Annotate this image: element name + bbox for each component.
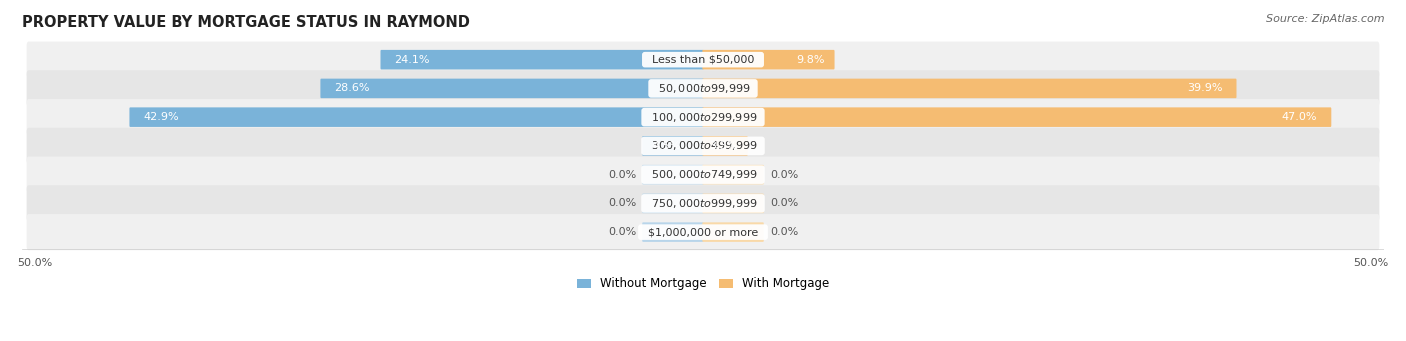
Text: 4.5%: 4.5% — [652, 141, 681, 151]
Text: 0.0%: 0.0% — [769, 227, 799, 237]
Text: 28.6%: 28.6% — [335, 84, 370, 93]
Text: 0.0%: 0.0% — [607, 198, 637, 208]
Text: 0.0%: 0.0% — [769, 169, 799, 180]
Text: 24.1%: 24.1% — [395, 55, 430, 65]
Text: $50,000 to $99,999: $50,000 to $99,999 — [651, 82, 755, 95]
Text: 0.0%: 0.0% — [607, 227, 637, 237]
FancyBboxPatch shape — [27, 70, 1379, 106]
Text: $750,000 to $999,999: $750,000 to $999,999 — [644, 197, 762, 210]
Text: 42.9%: 42.9% — [143, 112, 179, 122]
FancyBboxPatch shape — [643, 194, 703, 213]
FancyBboxPatch shape — [27, 157, 1379, 193]
FancyBboxPatch shape — [703, 194, 763, 213]
FancyBboxPatch shape — [27, 42, 1379, 78]
Text: 0.0%: 0.0% — [607, 169, 637, 180]
Text: 47.0%: 47.0% — [1282, 112, 1317, 122]
Text: 0.0%: 0.0% — [769, 198, 799, 208]
Text: $500,000 to $749,999: $500,000 to $749,999 — [644, 168, 762, 181]
Text: Source: ZipAtlas.com: Source: ZipAtlas.com — [1267, 14, 1385, 24]
FancyBboxPatch shape — [703, 50, 835, 70]
FancyBboxPatch shape — [703, 79, 1236, 98]
FancyBboxPatch shape — [643, 222, 703, 242]
FancyBboxPatch shape — [27, 185, 1379, 222]
FancyBboxPatch shape — [381, 50, 703, 70]
FancyBboxPatch shape — [129, 107, 703, 127]
FancyBboxPatch shape — [321, 79, 703, 98]
FancyBboxPatch shape — [27, 128, 1379, 164]
Legend: Without Mortgage, With Mortgage: Without Mortgage, With Mortgage — [572, 273, 834, 295]
FancyBboxPatch shape — [643, 165, 703, 184]
FancyBboxPatch shape — [703, 165, 763, 184]
FancyBboxPatch shape — [27, 99, 1379, 135]
Text: $100,000 to $299,999: $100,000 to $299,999 — [644, 110, 762, 124]
Text: PROPERTY VALUE BY MORTGAGE STATUS IN RAYMOND: PROPERTY VALUE BY MORTGAGE STATUS IN RAY… — [22, 15, 470, 30]
FancyBboxPatch shape — [703, 222, 763, 242]
Text: 3.3%: 3.3% — [710, 141, 738, 151]
Text: $300,000 to $499,999: $300,000 to $499,999 — [644, 139, 762, 152]
FancyBboxPatch shape — [703, 136, 748, 156]
FancyBboxPatch shape — [27, 214, 1379, 250]
FancyBboxPatch shape — [643, 136, 703, 156]
Text: 39.9%: 39.9% — [1187, 84, 1222, 93]
Text: $1,000,000 or more: $1,000,000 or more — [641, 227, 765, 237]
FancyBboxPatch shape — [703, 107, 1331, 127]
Text: 9.8%: 9.8% — [796, 55, 824, 65]
Text: Less than $50,000: Less than $50,000 — [645, 55, 761, 65]
